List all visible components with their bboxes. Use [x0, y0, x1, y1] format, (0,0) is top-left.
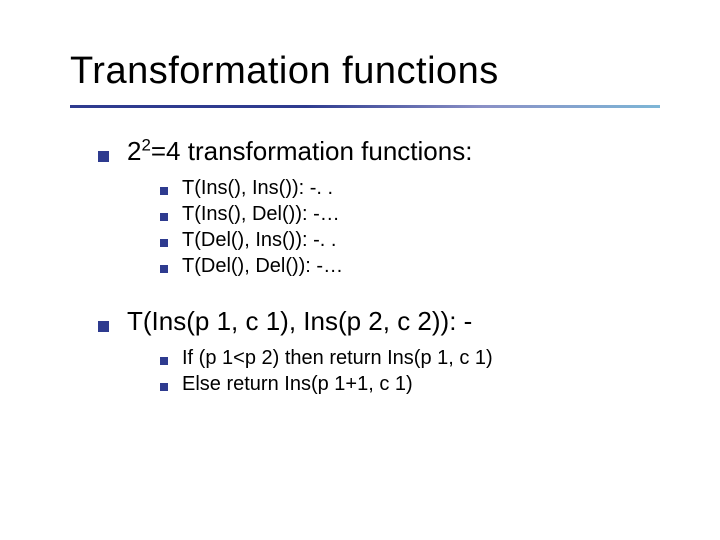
bullet-text: 22=4 transformation functions: [127, 136, 660, 167]
bullet-level1: 22=4 transformation functions: [98, 136, 660, 167]
square-bullet-icon [98, 321, 109, 332]
bullet-level2: T(Ins(), Ins()): -. . [160, 177, 660, 200]
sublist: If (p 1<p 2) then return Ins(p 1, c 1) E… [98, 347, 660, 396]
bullet-level2: T(Ins(), Del()): -… [160, 203, 660, 226]
bullet-text: T(Ins(p 1, c 1), Ins(p 2, c 2)): - [127, 306, 660, 337]
bullet-text: T(Ins(), Del()): -… [182, 203, 660, 226]
spacer [98, 298, 660, 306]
bullet-level2: Else return Ins(p 1+1, c 1) [160, 373, 660, 396]
bullet-level1: T(Ins(p 1, c 1), Ins(p 2, c 2)): - [98, 306, 660, 337]
square-bullet-icon [160, 187, 168, 195]
square-bullet-icon [160, 213, 168, 221]
square-bullet-icon [98, 151, 109, 162]
base-number: 2 [127, 136, 141, 166]
exponent: 2 [141, 135, 150, 154]
sublist: T(Ins(), Ins()): -. . T(Ins(), Del()): -… [98, 177, 660, 278]
bullet-text: Else return Ins(p 1+1, c 1) [182, 373, 660, 396]
square-bullet-icon [160, 239, 168, 247]
slide-content: 22=4 transformation functions: T(Ins(), … [70, 136, 660, 396]
bullet-text: T(Ins(), Ins()): -. . [182, 177, 660, 200]
slide-title: Transformation functions [70, 50, 660, 93]
rest-text: =4 transformation functions: [151, 136, 473, 166]
bullet-level2: T(Del(), Ins()): -. . [160, 229, 660, 252]
slide: Transformation functions 22=4 transforma… [0, 0, 720, 540]
bullet-text: If (p 1<p 2) then return Ins(p 1, c 1) [182, 347, 660, 370]
bullet-text: T(Del(), Ins()): -. . [182, 229, 660, 252]
bullet-level2: T(Del(), Del()): -… [160, 255, 660, 278]
bullet-text: T(Del(), Del()): -… [182, 255, 660, 278]
square-bullet-icon [160, 265, 168, 273]
bullet-level2: If (p 1<p 2) then return Ins(p 1, c 1) [160, 347, 660, 370]
square-bullet-icon [160, 383, 168, 391]
square-bullet-icon [160, 357, 168, 365]
title-underline [70, 105, 660, 108]
